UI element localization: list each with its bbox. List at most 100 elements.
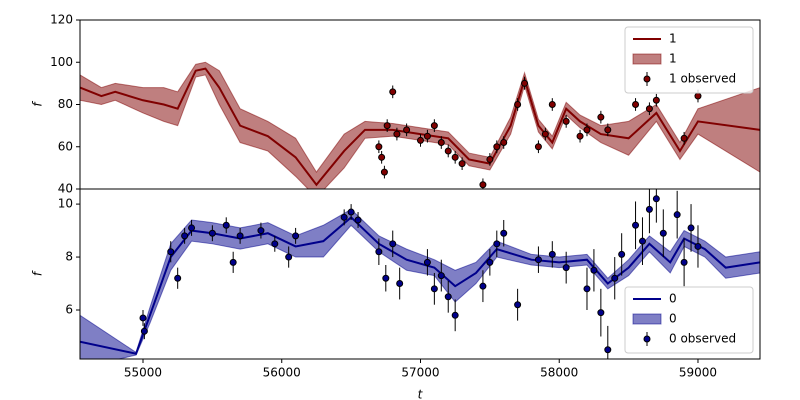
observed-point [534,143,542,151]
confidence-band [80,61,760,189]
x-tick-label: 56000 [263,366,301,380]
observed-point [652,195,660,203]
x-tick-label: 58000 [540,366,578,380]
x-tick-label: 55000 [124,366,162,380]
observed-point [444,147,452,155]
observed-point [416,136,424,144]
observed-point [139,314,147,322]
observed-point [659,229,667,237]
y-axis-label: f [31,101,45,107]
observed-point [514,301,522,309]
observed-point [500,229,508,237]
observed-point [444,293,452,301]
observed-point [451,311,459,319]
observed-point [285,253,293,261]
y-tick-label: 10 [58,197,73,211]
observed-point [375,248,383,256]
observed-point [673,211,681,219]
observed-point [680,258,688,266]
observed-point [534,256,542,264]
observed-point [597,113,605,121]
legend-label: 1 [669,32,677,46]
observed-point [347,208,355,216]
plot-area [80,61,760,189]
legend-label: 0 observed [669,332,736,346]
observed-point [222,221,230,229]
observed-point [486,258,494,266]
observed-point [597,309,605,317]
legend-marker [643,335,651,343]
observed-point [500,139,508,147]
x-tick-label: 57000 [401,366,439,380]
observed-point [604,126,612,134]
observed-point [638,237,646,245]
observed-point [229,258,237,266]
observed-point [493,143,501,151]
x-axis-label: t [418,388,424,400]
observed-point [583,285,591,293]
observed-point [378,153,386,161]
observed-point [583,126,591,134]
observed-point [611,274,619,282]
observed-point [604,346,612,354]
legend-band [632,313,662,325]
observed-point [208,229,216,237]
observed-point [576,132,584,140]
observed-point [548,101,556,108]
observed-point [645,105,653,113]
legend-label: 1 observed [669,72,736,86]
observed-point [479,181,487,189]
legend-band [632,53,662,65]
observed-point [548,250,556,258]
observed-point [541,130,549,138]
observed-point [423,258,431,266]
observed-point [680,134,688,142]
observed-point [479,282,487,290]
observed-point [493,240,501,248]
observed-point [403,126,411,134]
y-tick-label: 6 [65,303,73,317]
observed-point [167,248,175,256]
x-tick-label: 59000 [679,366,717,380]
observed-point [340,213,348,221]
observed-point [521,79,529,87]
legend-box [624,26,754,94]
observed-point [389,240,397,248]
y-tick-label: 8 [65,250,73,264]
legend-label: 0 [669,312,677,326]
y-tick-label: 40 [58,182,73,196]
observed-point [140,327,148,335]
observed-point [430,122,438,130]
observed-point [423,132,431,140]
y-tick-label: 80 [58,97,73,111]
observed-point [652,96,660,104]
observed-point [645,205,653,213]
observed-point [437,272,445,280]
observed-point [383,122,391,130]
observed-point [354,216,362,224]
observed-point [451,153,459,161]
observed-point [393,130,401,138]
observed-point [375,143,383,151]
observed-point [174,274,182,282]
plot-area [80,189,760,359]
observed-point [458,160,466,168]
y-axis-label: f [31,270,45,276]
legend-label: 1 [669,52,677,66]
observed-point [430,285,438,293]
observed-point [437,139,445,147]
observed-point [389,88,397,96]
mean-line [80,215,760,355]
observed-point [257,227,265,235]
observed-point [382,274,390,282]
y-tick-label: 60 [58,139,73,153]
observed-point [236,232,244,240]
observed-point [271,240,279,248]
observed-point [618,250,626,258]
observed-point [181,232,189,240]
observed-point [694,242,702,250]
observed-point [188,224,196,232]
legend-label: 0 [669,292,677,306]
observed-point [514,101,522,108]
